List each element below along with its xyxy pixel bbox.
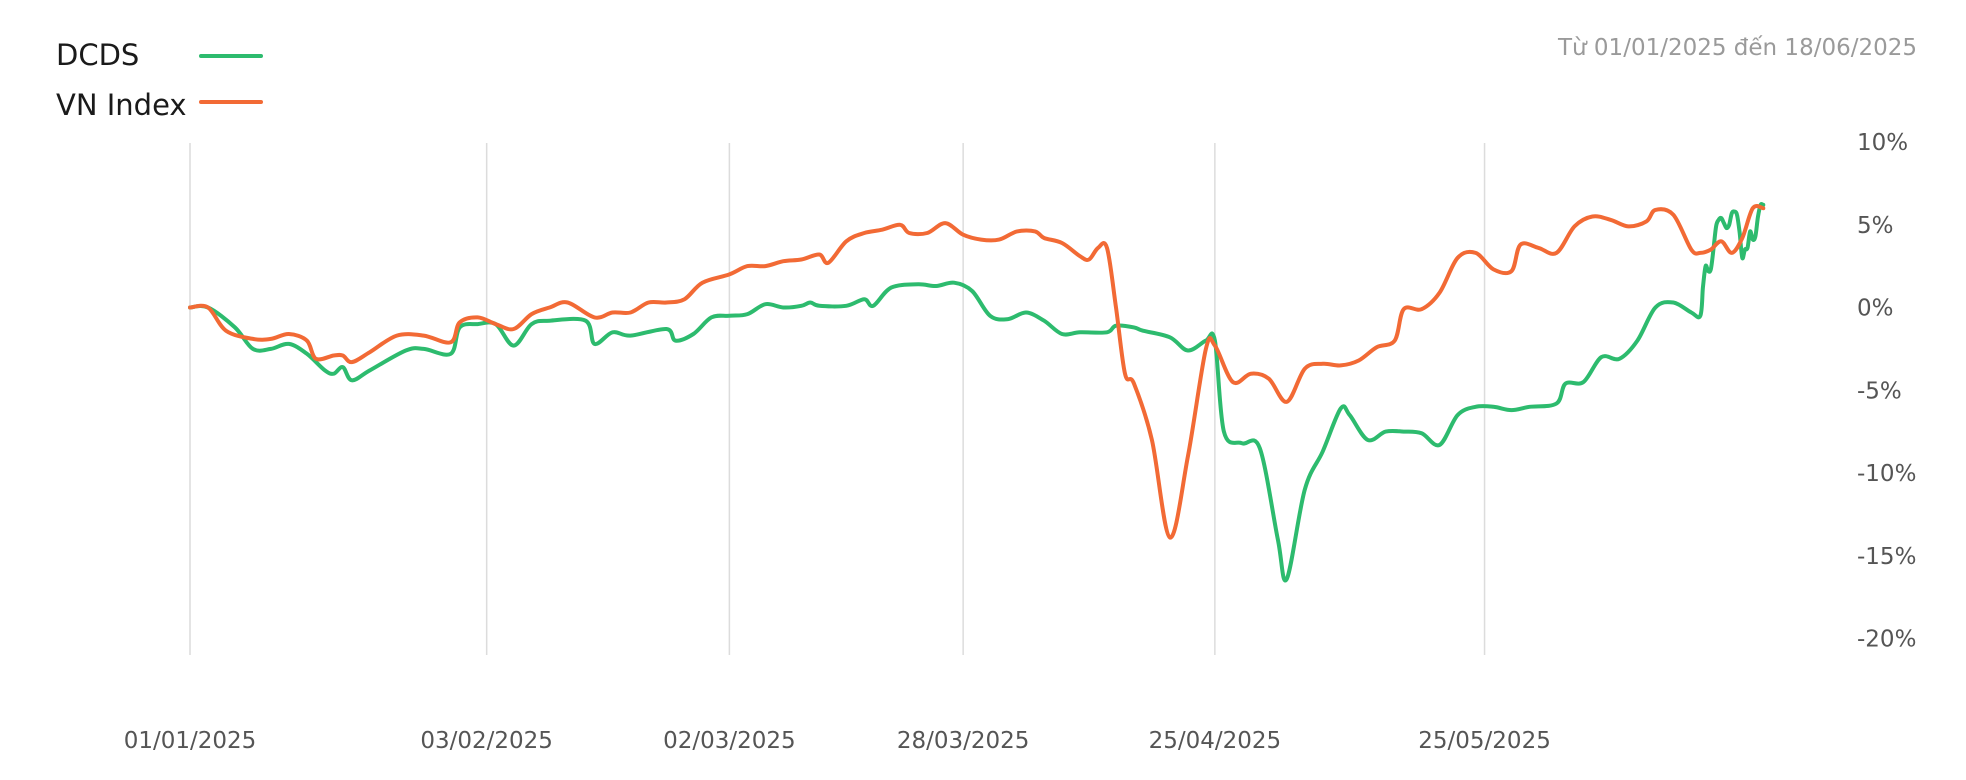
grid-lines: [189, 143, 1486, 655]
x-tick-label-3: 28/03/2025: [897, 728, 1030, 754]
date-range-label: Từ 01/01/2025 đến 18/06/2025: [1557, 35, 1917, 61]
y-tick-label-5: -15%: [1857, 544, 1916, 570]
legend-label-vn-index: VN Index: [56, 88, 187, 122]
x-axis-tick-labels: 01/01/2025 03/02/2025 02/03/2025 28/03/2025…: [124, 728, 1551, 754]
x-tick-label-5: 25/05/2025: [1418, 728, 1551, 754]
legend-label-dcds: DCDS: [56, 38, 139, 72]
y-tick-label-0: 10%: [1857, 130, 1908, 156]
x-tick-label-4: 25/04/2025: [1149, 728, 1282, 754]
y-tick-label-4: -10%: [1857, 461, 1916, 487]
y-axis-tick-labels: 10% 5% 0% -5% -10% -15% -20%: [1857, 130, 1916, 653]
x-tick-label-1: 03/02/2025: [420, 728, 553, 754]
y-tick-label-2: 0%: [1857, 296, 1894, 322]
x-tick-label-2: 02/03/2025: [663, 728, 796, 754]
x-tick-label-0: 01/01/2025: [124, 728, 257, 754]
series-lines: [188, 202, 1766, 583]
y-tick-label-3: -5%: [1857, 378, 1902, 404]
y-tick-label-6: -20%: [1857, 627, 1916, 653]
series-line-vn-index: [188, 204, 1766, 540]
y-tick-label-1: 5%: [1857, 213, 1894, 239]
series-line-dcds: [188, 202, 1766, 583]
legend: DCDS VN Index: [56, 38, 263, 122]
